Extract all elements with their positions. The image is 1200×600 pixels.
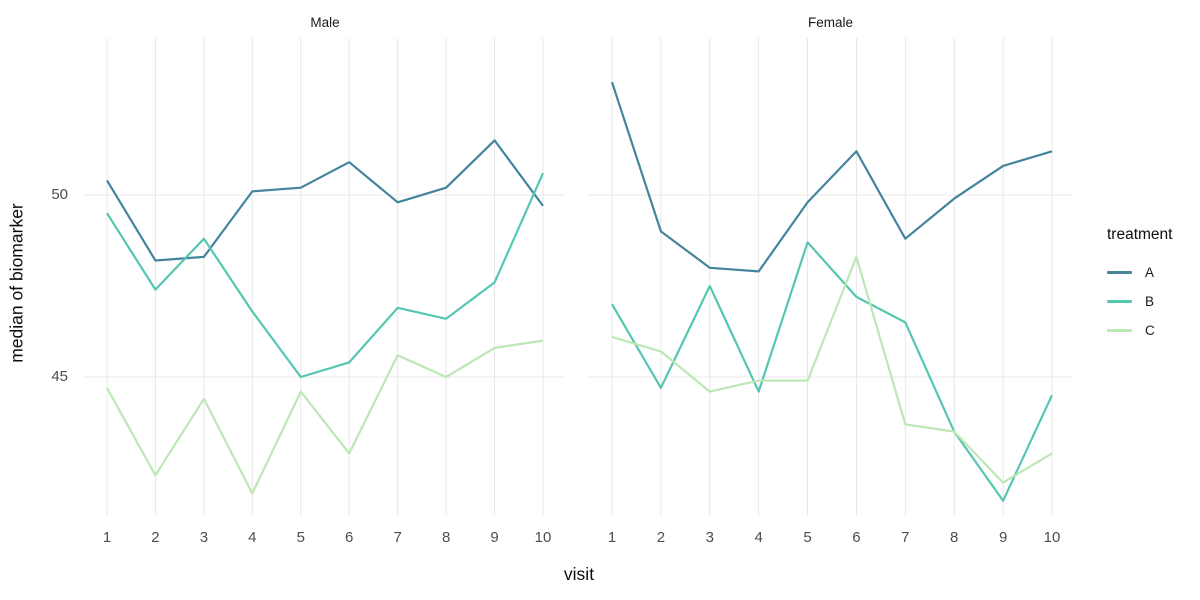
facet-title-female: Female (807, 15, 853, 30)
x-tick-label: 3 (705, 529, 714, 546)
legend-line-swatch-icon (1107, 299, 1132, 304)
x-tick-label: 2 (151, 529, 160, 546)
x-tick-label: 9 (490, 529, 499, 546)
x-tick-label: 5 (803, 529, 812, 546)
y-tick-label: 45 (51, 368, 68, 385)
legend-line-swatch-icon (1107, 328, 1132, 333)
panel-male-canvas (85, 38, 565, 515)
x-tick-label: 8 (441, 529, 451, 546)
legend-item-label: B (1145, 294, 1155, 309)
panel-male (85, 38, 565, 515)
x-tick-label: 10 (534, 529, 552, 546)
x-tick-label: 1 (102, 529, 112, 546)
panel-female (588, 38, 1073, 515)
panel-female-canvas (588, 38, 1073, 515)
legend-title: treatment (1107, 226, 1173, 243)
x-tick-label: 5 (296, 529, 305, 546)
x-tick-label: 9 (998, 529, 1008, 546)
x-tick-label: 8 (950, 529, 959, 546)
series-line-C (106, 339, 544, 495)
legend-item-A: A (1105, 258, 1200, 287)
y-axis-title: median of biomarker (6, 203, 27, 363)
x-tick-label: 7 (901, 529, 910, 546)
series-line-C (611, 255, 1053, 484)
x-tick-label: 10 (1043, 529, 1061, 546)
x-tick-label: 4 (754, 529, 763, 546)
x-tick-label: 2 (656, 529, 666, 546)
legend-item-B: B (1105, 287, 1200, 316)
series-line-B (611, 241, 1053, 502)
series-line-A (106, 139, 544, 262)
x-axis-title: visit (563, 564, 595, 584)
legend-item-label: C (1145, 323, 1155, 338)
x-tick-label: 6 (345, 529, 354, 546)
x-tick-label: 4 (248, 529, 257, 546)
y-tick-label: 50 (51, 186, 68, 203)
series-line-A (610, 81, 1053, 273)
x-tick-label: 1 (607, 529, 617, 546)
facet-title-male: Male (310, 15, 340, 30)
x-tick-label: 7 (393, 529, 402, 546)
series-line-B (106, 172, 545, 379)
legend-item-label: A (1145, 265, 1155, 280)
legend-item-C: C (1105, 316, 1200, 345)
x-tick-label: 6 (852, 529, 861, 546)
legend-line-swatch-icon (1107, 270, 1132, 275)
x-tick-label: 3 (199, 529, 209, 546)
